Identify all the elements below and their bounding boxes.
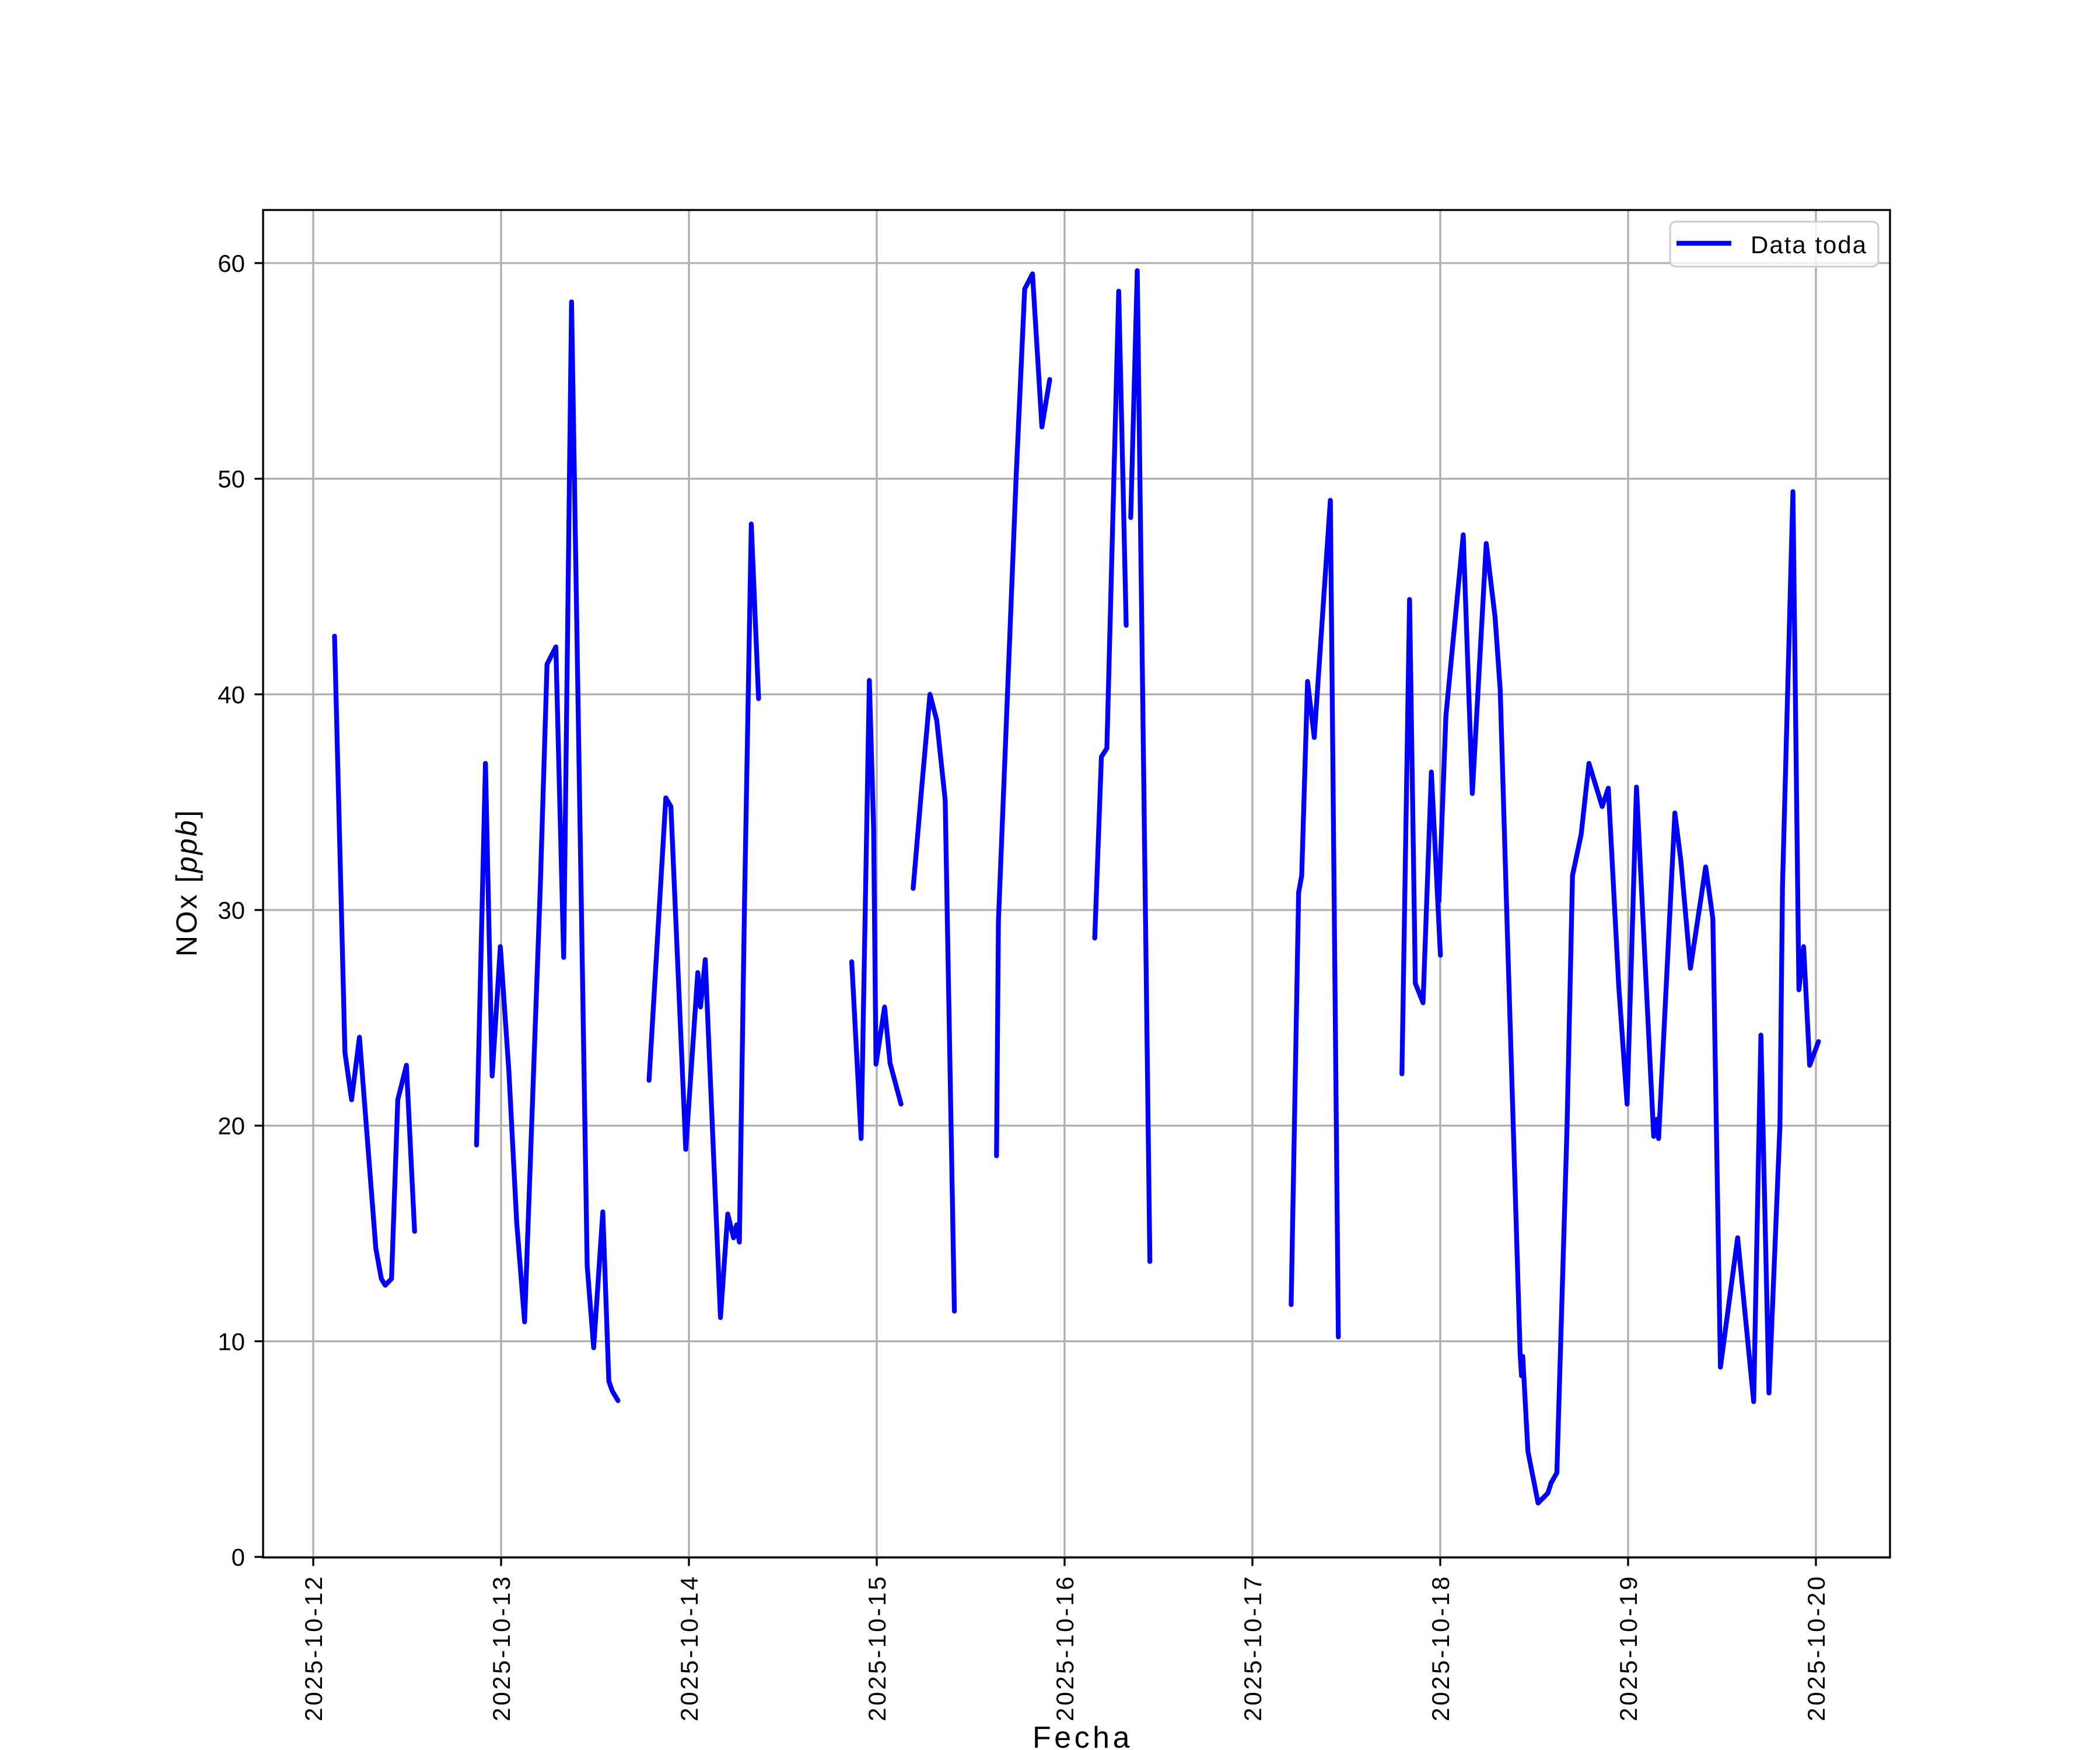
svg-text:30: 30 — [218, 897, 245, 924]
svg-text:2025-10-18: 2025-10-18 — [1427, 1574, 1454, 1721]
svg-text:2025-10-16: 2025-10-16 — [1051, 1574, 1079, 1721]
svg-text:NOx [ppb]: NOx [ppb] — [170, 808, 203, 957]
svg-text:2025-10-15: 2025-10-15 — [863, 1574, 891, 1721]
svg-text:2025-10-17: 2025-10-17 — [1239, 1574, 1266, 1721]
svg-text:60: 60 — [218, 250, 245, 277]
svg-text:Data toda: Data toda — [1751, 231, 1867, 258]
svg-text:10: 10 — [218, 1328, 245, 1355]
svg-text:20: 20 — [218, 1112, 245, 1140]
svg-text:40: 40 — [218, 681, 245, 708]
svg-text:50: 50 — [218, 466, 245, 493]
svg-text:2025-10-14: 2025-10-14 — [676, 1574, 703, 1721]
svg-text:Fecha: Fecha — [1032, 1721, 1133, 1750]
svg-text:2025-10-12: 2025-10-12 — [300, 1574, 327, 1721]
svg-text:2025-10-20: 2025-10-20 — [1803, 1574, 1830, 1721]
svg-text:2025-10-13: 2025-10-13 — [488, 1574, 515, 1721]
svg-text:0: 0 — [232, 1544, 245, 1571]
svg-text:2025-10-19: 2025-10-19 — [1615, 1574, 1642, 1721]
